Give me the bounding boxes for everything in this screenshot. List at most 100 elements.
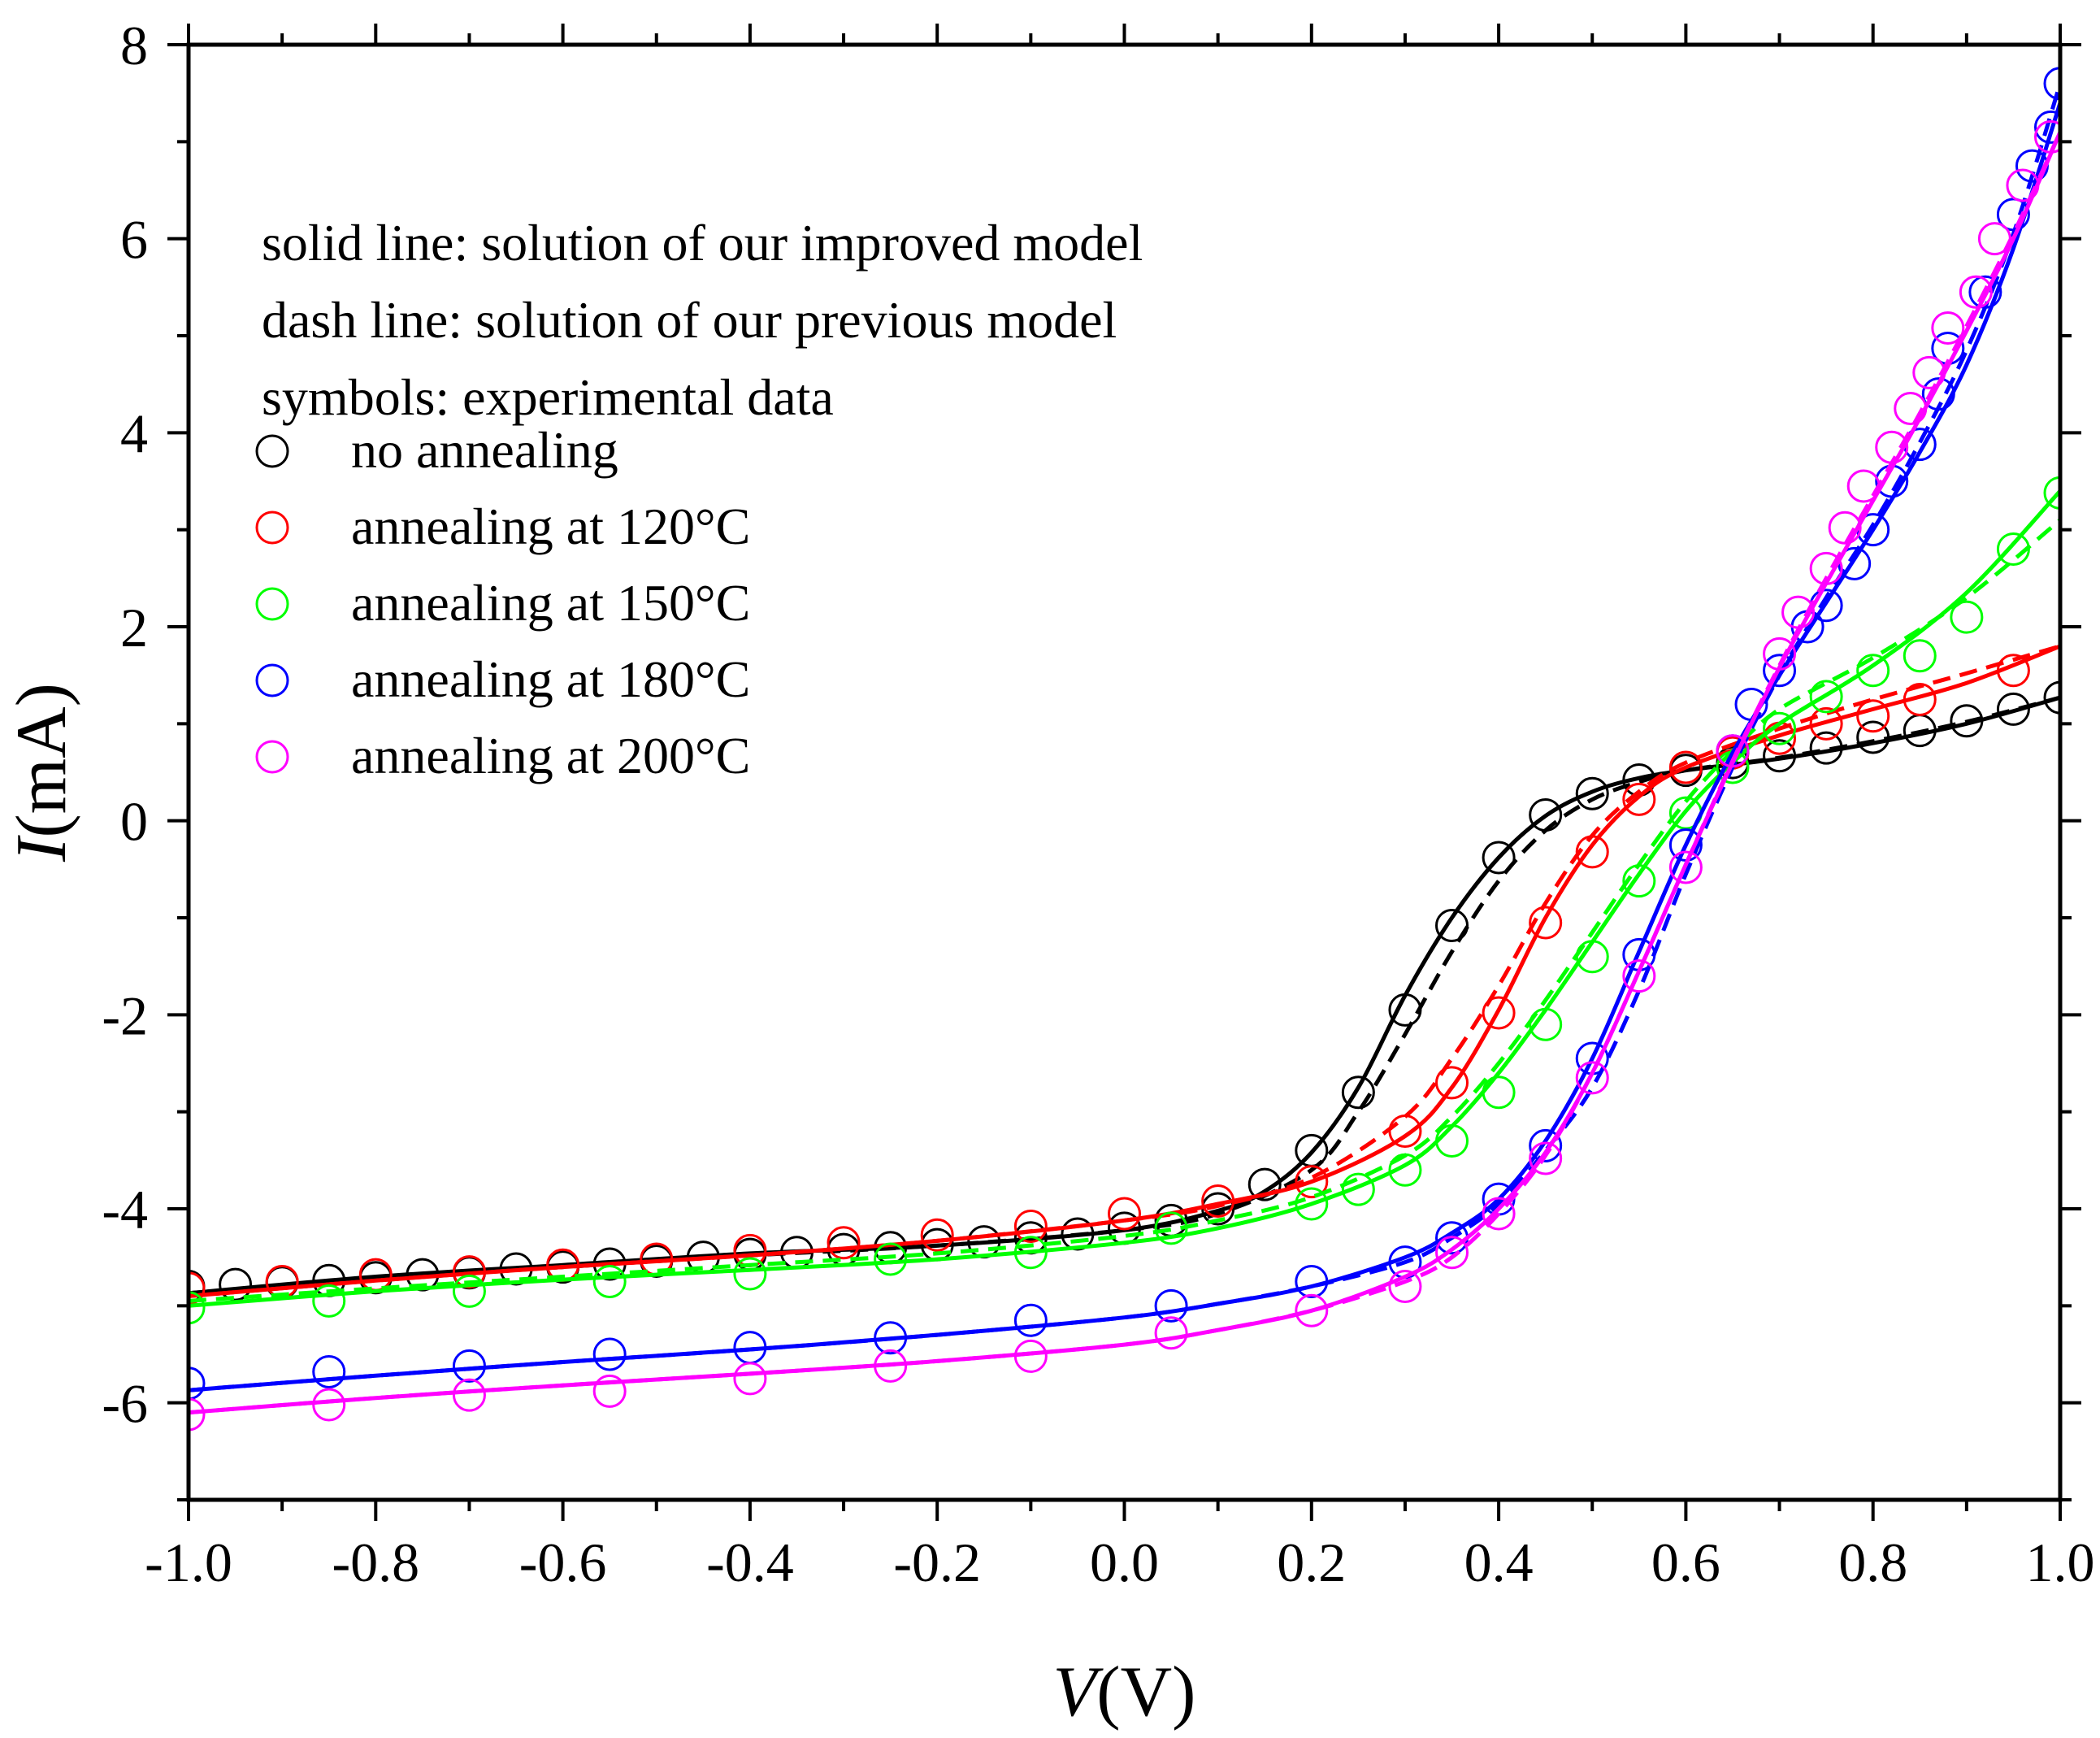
- data-point: [312, 1388, 346, 1422]
- data-point: [1529, 1128, 1563, 1162]
- data-point: [1809, 680, 1843, 714]
- x-axis-title: V(V): [1053, 1653, 1196, 1731]
- y-tick-label: -4: [102, 1179, 148, 1240]
- data-point: [1529, 1141, 1563, 1175]
- data-point: [1154, 1288, 1188, 1323]
- data-point: [2043, 476, 2060, 510]
- legend-marker: [255, 434, 289, 468]
- legend-marker: [255, 587, 289, 621]
- data-point: [592, 1265, 627, 1298]
- data-point: [1856, 699, 1890, 733]
- y-axis-title: I(mA): [2, 683, 81, 862]
- solid-line: [189, 131, 2060, 1415]
- data-point: [592, 1374, 627, 1408]
- data-point: [189, 1397, 206, 1432]
- y-axis-unit: (mA): [2, 683, 81, 838]
- data-point: [1435, 909, 1469, 943]
- x-tick-label: -1.0: [145, 1532, 232, 1593]
- y-tick-label: -2: [102, 984, 148, 1046]
- data-point: [827, 1226, 861, 1260]
- data-point: [1013, 1209, 1048, 1243]
- data-point: [1482, 841, 1516, 875]
- data-point: [189, 1271, 206, 1306]
- data-point: [1996, 692, 2030, 726]
- y-tick-label: 2: [120, 597, 148, 658]
- x-tick-label: -0.2: [893, 1532, 981, 1593]
- series-2: [189, 476, 2060, 1325]
- legend-marker: [255, 663, 289, 697]
- x-tick-label: 0.2: [1277, 1532, 1346, 1593]
- y-tick-label: -6: [102, 1373, 148, 1435]
- data-point: [1763, 711, 1797, 745]
- x-tick-label: -0.8: [332, 1532, 419, 1593]
- data-point: [733, 1257, 767, 1291]
- x-tick-label: -0.6: [519, 1532, 607, 1593]
- legend-label: annealing at 120°C: [351, 498, 750, 555]
- data-point: [1903, 639, 1937, 673]
- data-point: [1622, 782, 1656, 816]
- data-point: [219, 1267, 253, 1301]
- data-point: [1622, 959, 1656, 993]
- solid-line: [189, 102, 2060, 1393]
- data-point: [189, 1367, 206, 1401]
- dash-line: [189, 644, 2060, 1298]
- data-point: [312, 1284, 346, 1318]
- plot-area: [189, 67, 2060, 1432]
- data-point: [1575, 1061, 1609, 1095]
- y-tick-label: 8: [120, 15, 148, 76]
- data-point: [2043, 680, 2060, 715]
- data-point: [452, 1378, 486, 1412]
- solid-line: [189, 489, 2060, 1308]
- data-point: [1668, 750, 1703, 784]
- y-axis: -6 -4 -2 0 2 4 6 8: [102, 15, 2081, 1501]
- data-point: [1295, 1165, 1329, 1199]
- x-tick-label: 0.6: [1651, 1532, 1720, 1593]
- legend-marker: [255, 740, 289, 774]
- legend: solid line: solution of our improved mod…: [255, 214, 1143, 784]
- data-point: [452, 1274, 486, 1308]
- data-point: [1959, 275, 1993, 309]
- data-point: [1482, 996, 1516, 1030]
- legend-marker: [255, 511, 289, 545]
- data-point: [1013, 1303, 1048, 1337]
- legend-label: no annealing: [351, 421, 618, 479]
- data-point: [1341, 1075, 1375, 1110]
- dash-line: [189, 518, 2060, 1303]
- solid-line: [189, 644, 2060, 1298]
- data-point: [1575, 776, 1609, 810]
- data-point: [265, 1265, 299, 1298]
- legend-label: annealing at 150°C: [351, 574, 750, 632]
- data-point: [1950, 600, 1984, 634]
- x-axis-unit: (V): [1096, 1653, 1195, 1731]
- legend-note-solid: solid line: solution of our improved mod…: [262, 214, 1143, 272]
- solid-line: [189, 695, 2060, 1296]
- legend-note-symbols: symbols: experimental data: [262, 368, 834, 426]
- series-1: [189, 644, 2060, 1306]
- x-tick-label: 0.4: [1464, 1532, 1534, 1593]
- data-point: [1482, 1075, 1516, 1110]
- legend-label: annealing at 200°C: [351, 727, 750, 784]
- x-tick-label: -0.4: [706, 1532, 794, 1593]
- data-point: [1931, 311, 1965, 345]
- y-tick-label: 4: [120, 402, 148, 464]
- dash-line: [189, 695, 2060, 1296]
- y-tick-label: 6: [120, 209, 148, 271]
- data-point: [1388, 1269, 1422, 1303]
- x-axis: -1.0 -0.8 -0.6 -0.4 -0.2 0.0 0.2 0.4 0.6 0.8 1.0: [145, 24, 2095, 1593]
- data-point: [1435, 1066, 1469, 1100]
- data-point: [1108, 1197, 1141, 1231]
- data-point: [1295, 1293, 1329, 1327]
- data-point: [1435, 1236, 1469, 1270]
- y-axis-variable: I: [2, 835, 81, 862]
- y-tick-label: 0: [120, 791, 148, 853]
- x-axis-variable: V: [1053, 1653, 1104, 1731]
- x-tick-label: 0.8: [1838, 1532, 1907, 1593]
- data-point: [1809, 706, 1843, 741]
- legend-entries: no annealing annealing at 120°C annealing …: [255, 421, 750, 784]
- data-point: [1295, 1265, 1329, 1298]
- data-point: [1341, 1172, 1375, 1206]
- data-point: [2033, 110, 2060, 144]
- data-point: [1529, 906, 1563, 940]
- data-point: [920, 1218, 954, 1252]
